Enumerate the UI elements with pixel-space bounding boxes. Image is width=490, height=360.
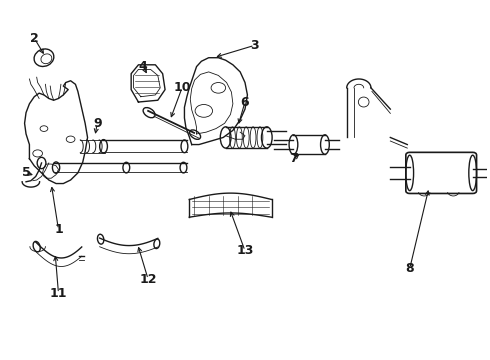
Text: 1: 1 xyxy=(54,223,63,236)
Text: 8: 8 xyxy=(405,262,414,275)
Text: 13: 13 xyxy=(236,244,254,257)
Text: 10: 10 xyxy=(173,81,191,94)
Text: 4: 4 xyxy=(139,60,147,73)
Text: 3: 3 xyxy=(250,39,259,52)
Text: 12: 12 xyxy=(139,273,157,286)
Text: 9: 9 xyxy=(93,117,101,130)
Text: 7: 7 xyxy=(289,152,298,165)
Text: 5: 5 xyxy=(22,166,30,179)
Text: 6: 6 xyxy=(241,95,249,108)
Text: 11: 11 xyxy=(50,287,67,300)
Text: 2: 2 xyxy=(30,32,39,45)
